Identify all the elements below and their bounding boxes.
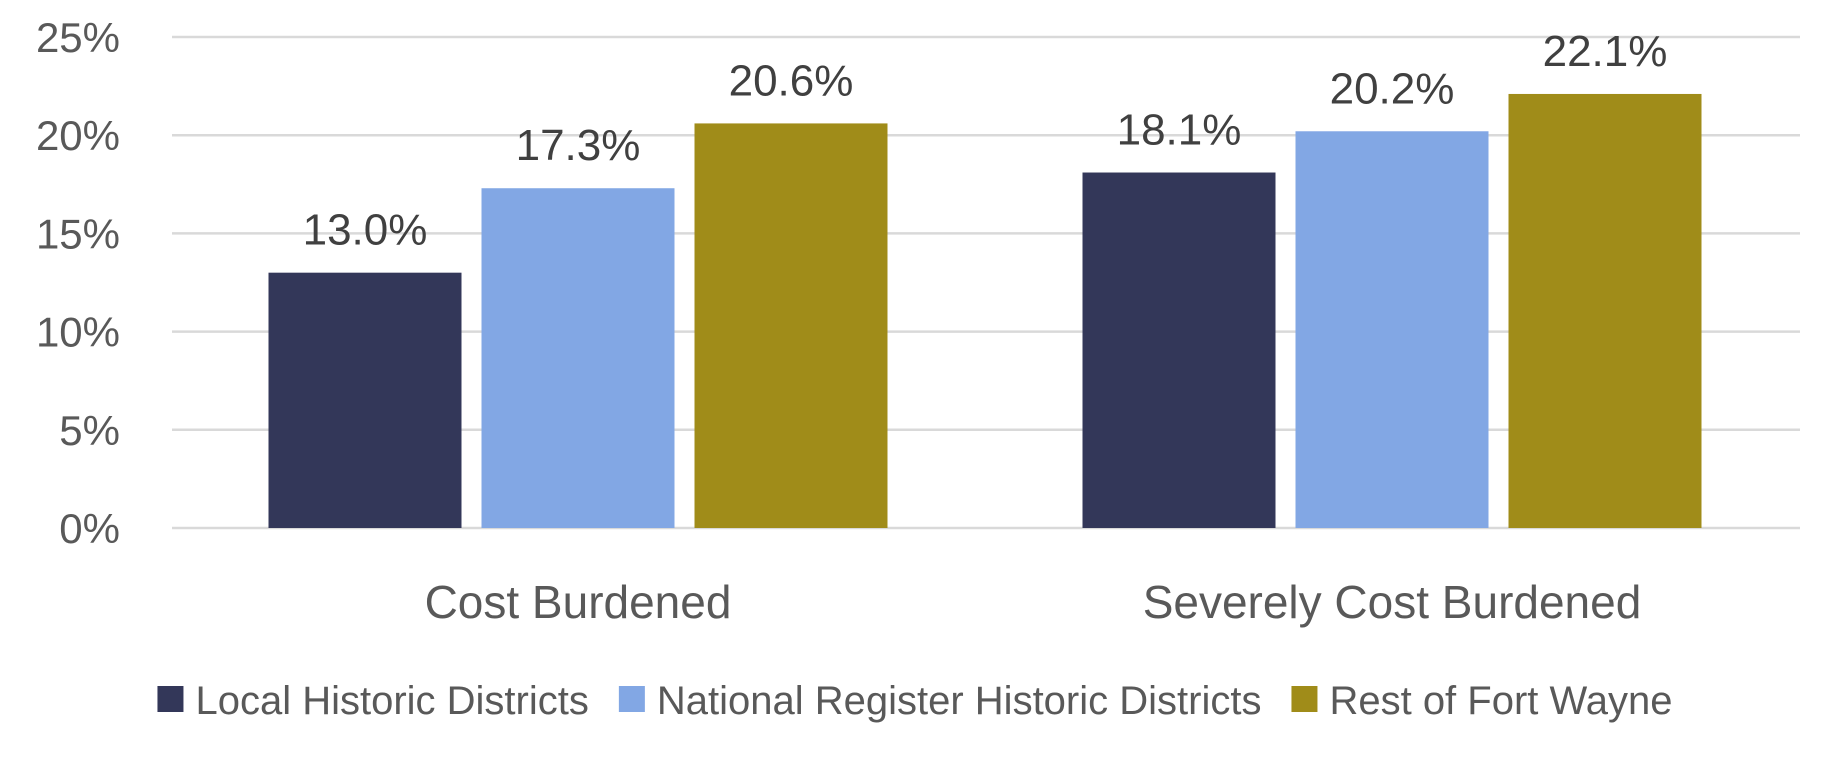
x-axis-categories: Cost Burdened Severely Cost Burdened <box>425 576 1642 628</box>
bar <box>268 272 462 528</box>
y-tick-label: 20% <box>36 112 120 159</box>
y-tick-label: 15% <box>36 210 120 257</box>
bar <box>694 123 888 528</box>
data-label: 20.6% <box>729 56 854 105</box>
bar <box>1295 131 1489 528</box>
y-tick-label: 25% <box>36 14 120 61</box>
data-label: 20.2% <box>1330 64 1455 113</box>
legend-item: Local Historic Districts <box>157 679 589 723</box>
legend-label: Local Historic Districts <box>195 679 588 723</box>
legend-swatch <box>618 686 645 712</box>
y-tick-label: 0% <box>59 505 120 552</box>
legend-swatch <box>1291 686 1318 712</box>
y-tick-label: 10% <box>36 309 120 356</box>
bars <box>268 93 1702 529</box>
legend-item: National Register Historic Districts <box>618 679 1262 723</box>
x-category-label: Severely Cost Burdened <box>1143 576 1642 628</box>
legend-label: Rest of Fort Wayne <box>1329 679 1672 723</box>
legend-label: National Register Historic Districts <box>657 679 1262 723</box>
legend-swatch <box>157 686 184 712</box>
data-label: 22.1% <box>1543 27 1668 76</box>
data-labels: 13.0% 17.3% 20.6% 18.1% 20.2% 22.1% <box>303 27 1668 255</box>
y-tick-label: 5% <box>59 407 120 454</box>
legend: Local Historic Districts National Registe… <box>157 679 1673 723</box>
legend-item: Rest of Fort Wayne <box>1291 679 1673 723</box>
bar <box>481 188 675 528</box>
x-category-label: Cost Burdened <box>425 576 732 628</box>
y-axis-ticks: 0% 5% 10% 15% 20% 25% <box>36 14 120 552</box>
bar <box>1508 93 1702 529</box>
data-label: 18.1% <box>1117 106 1242 155</box>
data-label: 17.3% <box>516 121 641 170</box>
bar <box>1082 172 1276 529</box>
data-label: 13.0% <box>303 206 428 255</box>
